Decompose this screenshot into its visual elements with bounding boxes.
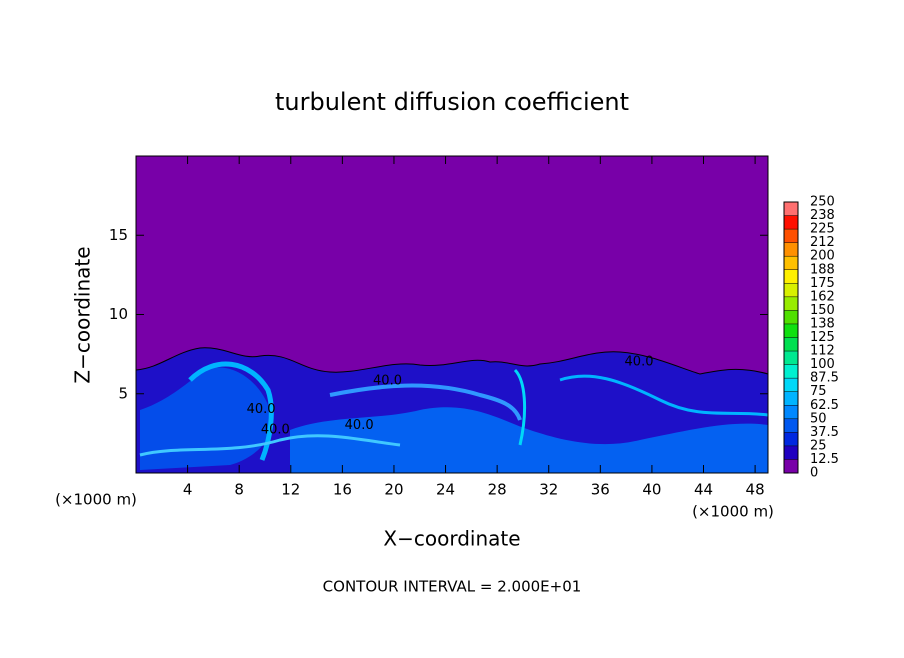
colorbar-tick-label: 75 [810, 384, 827, 399]
colorbar-band [784, 351, 798, 365]
y-tick-label: 10 [109, 305, 128, 323]
colorbar-tick-label: 0 [810, 466, 818, 481]
colorbar-tick-label: 162 [810, 289, 835, 304]
colorbar-tick-label: 188 [810, 262, 835, 277]
colorbar-tick-label: 200 [810, 249, 835, 264]
x-unit-left: (×1000 m) [55, 491, 137, 509]
colorbar-band [784, 337, 798, 352]
colorbar-tick-label: 238 [810, 208, 835, 223]
turbulent-layer [135, 347, 769, 474]
colorbar-band [784, 378, 798, 392]
colorbar-band [784, 310, 798, 324]
chart-title: turbulent diffusion coefficient [275, 88, 629, 116]
colorbar-tick-label: 250 [810, 195, 835, 210]
colorbar-band [784, 364, 798, 379]
x-tick-label: 40 [642, 481, 661, 499]
x-tick-label: 16 [333, 481, 352, 499]
x-tick-label: 12 [281, 481, 300, 499]
colorbar-tick-label: 62.5 [810, 398, 839, 413]
colorbar-band [784, 202, 798, 216]
colorbar-band [784, 215, 798, 230]
x-tick-label: 20 [384, 481, 403, 499]
colorbar-band [784, 459, 798, 473]
footer-note: CONTOUR INTERVAL = 2.000E+01 [323, 578, 582, 596]
x-tick-label: 8 [234, 481, 244, 499]
colorbar-tick-label: 138 [810, 316, 835, 331]
colorbar-tick-label: 87.5 [810, 371, 839, 386]
x-tick-label: 44 [694, 481, 713, 499]
colorbar-band [784, 242, 798, 257]
x-axis-label: X−coordinate [383, 527, 520, 551]
colorbar-band [784, 256, 798, 270]
colorbar-band [784, 269, 798, 284]
y-axis-label: Z−coordinate [71, 246, 95, 383]
colorbar-band [784, 391, 798, 406]
x-tick-label: 28 [488, 481, 507, 499]
contour-label: 40.0 [373, 374, 402, 389]
contour-label: 40.0 [261, 423, 290, 438]
x-tick-label: 36 [591, 481, 610, 499]
colorbar-band [784, 323, 798, 338]
y-tick-label: 15 [109, 226, 128, 244]
colorbar-tick-label: 12.5 [810, 452, 839, 467]
colorbar-tick-label: 175 [810, 276, 835, 291]
y-tick-label: 5 [118, 384, 128, 402]
x-unit-right: (×1000 m) [692, 503, 774, 521]
x-tick-label: 48 [746, 481, 765, 499]
colorbar-tick-label: 100 [810, 357, 835, 372]
x-tick-label: 32 [539, 481, 558, 499]
colorbar-band [784, 445, 798, 460]
colorbar-band [784, 418, 798, 433]
colorbar-band [784, 283, 798, 297]
colorbar-tick-label: 225 [810, 222, 835, 237]
colorbar-tick-label: 37.5 [810, 425, 839, 440]
contour-label: 40.0 [345, 418, 374, 433]
colorbar-band [784, 229, 798, 243]
x-tick-label: 24 [436, 481, 455, 499]
contour-label: 40.0 [625, 355, 654, 370]
colorbar-band [784, 405, 798, 419]
colorbar-band [784, 296, 798, 311]
contour-label: 40.0 [247, 402, 276, 417]
colorbar-tick-label: 50 [810, 411, 827, 426]
colorbar-tick-label: 25 [810, 438, 827, 453]
colorbar-band [784, 432, 798, 446]
colorbar-tick-label: 125 [810, 330, 835, 345]
colorbar-tick-label: 212 [810, 235, 835, 250]
x-tick-label: 4 [183, 481, 193, 499]
colorbar-tick-label: 112 [810, 344, 835, 359]
colorbar-tick-label: 150 [810, 303, 835, 318]
